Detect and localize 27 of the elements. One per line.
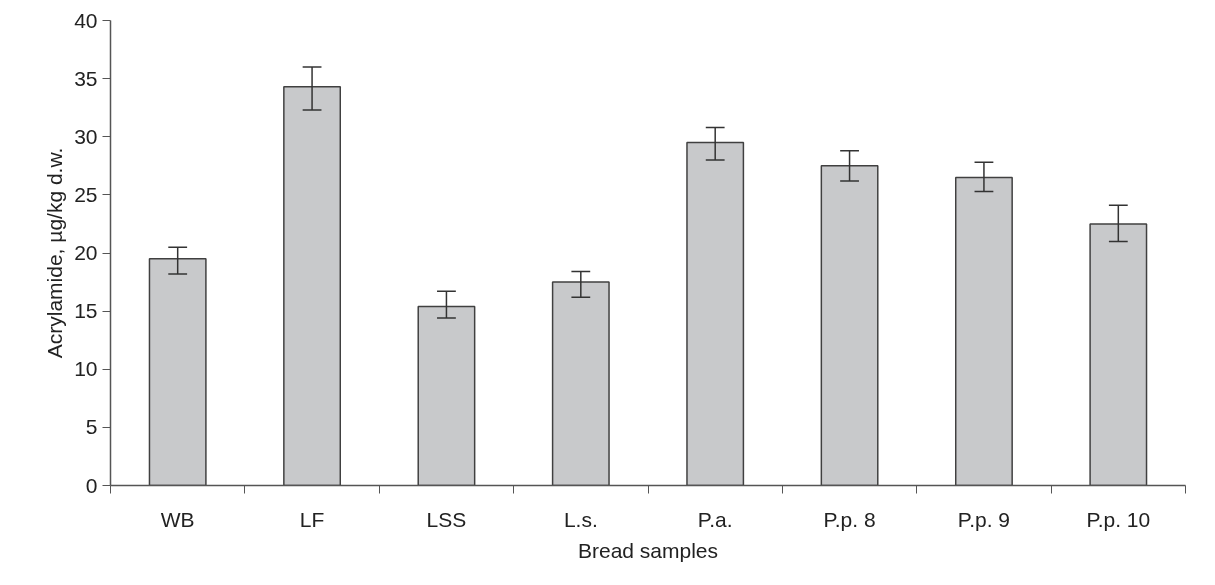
bar <box>686 141 745 486</box>
y-tick-label: 30 <box>74 124 98 148</box>
bar <box>954 176 1013 486</box>
x-axis-title: Bread samples <box>577 538 719 562</box>
y-tick-label: 15 <box>74 299 98 323</box>
y-tick-label: 40 <box>74 8 98 32</box>
y-axis-title: Acrylamide, µg/kg d.w. <box>43 147 67 359</box>
bar <box>1089 223 1148 486</box>
x-tick-label: P.p. 10 <box>1086 507 1151 531</box>
y-tick-label: 25 <box>74 182 98 206</box>
y-tick-label: 35 <box>74 66 98 90</box>
x-tick-label: L.s. <box>563 507 598 531</box>
x-tick-label: LF <box>299 507 325 531</box>
y-tick-label: 5 <box>85 415 98 439</box>
bar <box>551 281 610 486</box>
x-tick-label: P.a. <box>697 507 733 531</box>
x-tick-label: WB <box>160 507 195 531</box>
x-tick-label: P.p. 8 <box>823 507 876 531</box>
x-tick-label: P.p. 9 <box>957 507 1011 531</box>
x-tick-label: LSS <box>426 507 467 531</box>
bar <box>148 258 207 486</box>
y-tick-label: 0 <box>85 473 98 497</box>
bar <box>417 305 476 486</box>
bar <box>283 86 342 486</box>
y-tick-label: 10 <box>74 357 98 381</box>
bar <box>820 165 879 486</box>
y-tick-label: 20 <box>74 241 98 264</box>
